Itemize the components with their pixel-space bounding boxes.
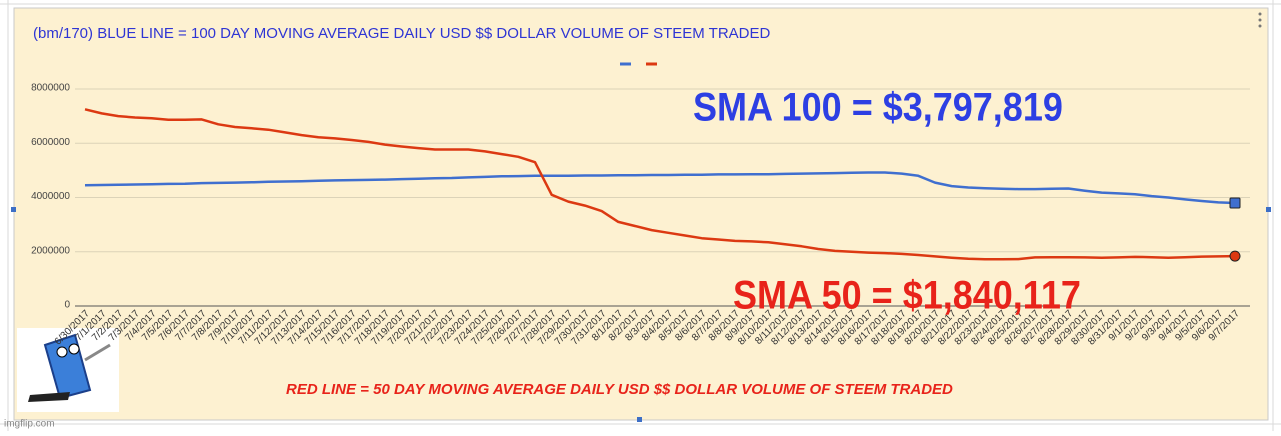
resize-handles	[11, 207, 1271, 422]
y-tick-label: 0	[64, 300, 70, 311]
y-tick-label: 8000000	[31, 83, 70, 94]
series-line	[84, 108, 1236, 261]
end-marker	[1229, 197, 1241, 209]
y-tick-label: 6000000	[31, 137, 70, 148]
series-line	[84, 171, 1236, 205]
end-marker	[1229, 250, 1241, 262]
y-tick-label: 2000000	[31, 245, 70, 256]
annotation: SMA 50 = $1,840,117	[733, 274, 1081, 318]
y-tick-label: 4000000	[31, 191, 70, 202]
watermark: imgflip.com	[4, 419, 55, 430]
chart-area	[13, 7, 1269, 421]
chart-title: (bm/170) BLUE LINE = 100 DAY MOVING AVER…	[33, 25, 770, 42]
menu-dots	[1258, 12, 1262, 28]
annotation: SMA 100 = $3,797,819	[693, 86, 1063, 130]
annotation: RED LINE = 50 DAY MOVING AVERAGE DAILY U…	[286, 381, 953, 398]
logo	[17, 328, 119, 412]
